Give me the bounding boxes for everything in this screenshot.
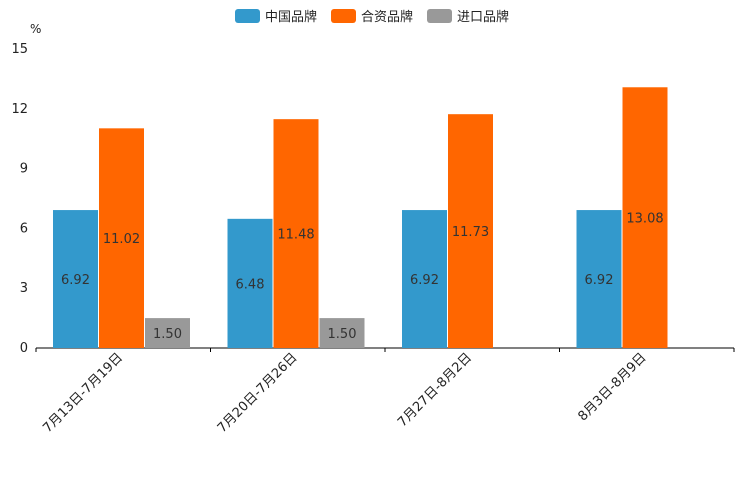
bar [319, 318, 365, 348]
legend-swatch-joint-venture [330, 8, 356, 23]
bar [576, 210, 622, 348]
x-tick-label: 7月20日-7月26日 [215, 350, 301, 436]
bar [227, 218, 273, 348]
x-tick-label: 7月13日-7月19日 [40, 350, 126, 436]
legend-label-joint-venture: 合资品牌 [360, 10, 413, 25]
bar-value-label: 11.73 [452, 225, 489, 240]
y-tick-label: 15 [11, 42, 28, 57]
bar [402, 210, 447, 348]
legend-item-joint-venture[interactable]: 合资品牌 [330, 6, 413, 25]
y-tick-label: 0 [20, 341, 28, 356]
bar-value-label: 6.92 [585, 273, 614, 288]
bar-value-label: 11.02 [103, 232, 140, 247]
bar-value-label: 1.50 [153, 327, 182, 342]
bar [99, 128, 144, 348]
bar [622, 87, 668, 348]
bar [53, 210, 98, 348]
legend-swatch-import [427, 8, 452, 23]
chart-legend: 中国品牌 合资品牌 进口品牌 [0, 6, 744, 25]
bar [273, 119, 319, 348]
bar-value-label: 13.08 [626, 212, 663, 227]
y-axis-unit: % [30, 22, 42, 36]
legend-label-import: 进口品牌 [457, 10, 510, 25]
legend-swatch-china [234, 8, 260, 23]
y-tick-label: 12 [11, 102, 28, 117]
y-tick-label: 6 [20, 221, 28, 236]
legend-item-china[interactable]: 中国品牌 [234, 6, 317, 25]
x-tick-label: 8月3日-8月9日 [575, 350, 649, 424]
y-tick-label: 3 [20, 281, 28, 296]
legend-label-china: 中国品牌 [264, 10, 317, 25]
bar-value-label: 1.50 [328, 327, 357, 342]
legend-item-import[interactable]: 进口品牌 [427, 6, 509, 25]
bar-value-label: 6.92 [61, 273, 90, 288]
bar-value-label: 11.48 [277, 228, 314, 243]
y-tick-label: 9 [20, 162, 28, 177]
bar-value-label: 6.92 [410, 273, 439, 288]
bar [448, 114, 493, 348]
bar [145, 318, 190, 348]
x-tick-label: 7月27日-8月2日 [395, 350, 475, 430]
bar-value-label: 6.48 [236, 277, 265, 292]
